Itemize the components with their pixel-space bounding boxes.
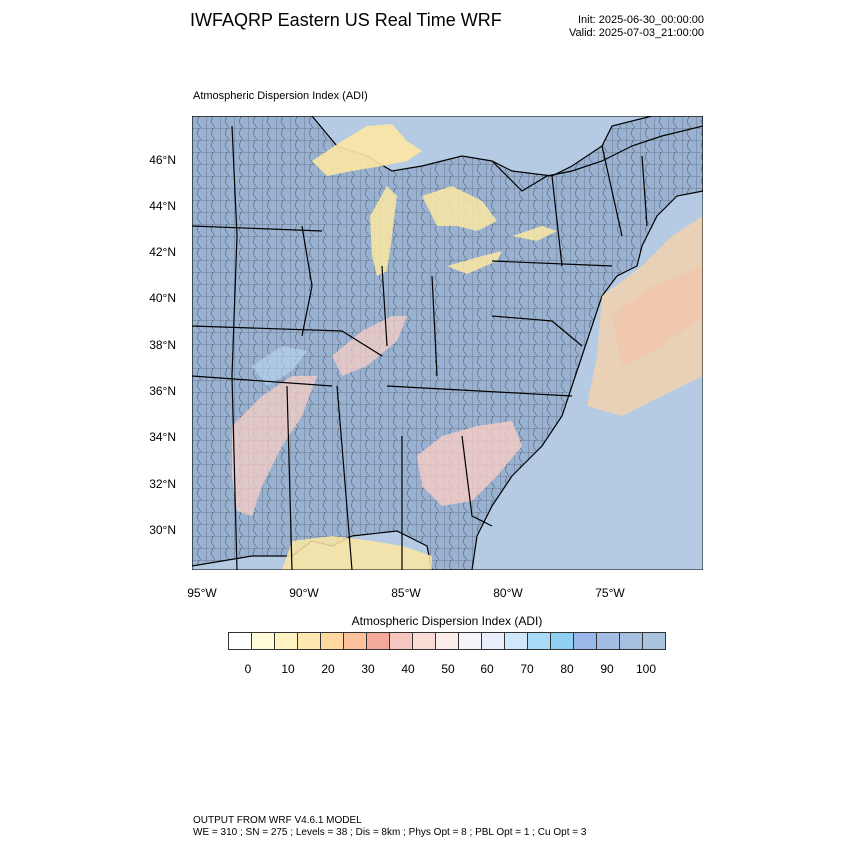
lon-label: 85°W [391,586,421,600]
colorbar-swatch [643,633,665,649]
map-subtitle: Atmospheric Dispersion Index (ADI) [193,90,368,102]
colorbar-label: 20 [321,662,335,676]
colorbar-swatch [436,633,459,649]
colorbar-swatch [275,633,298,649]
plot-title: IWFAQRP Eastern US Real Time WRF [190,10,502,30]
lon-label: 90°W [289,586,319,600]
colorbar-swatch [252,633,275,649]
us-canada-border [491,125,703,192]
lon-label: 95°W [187,586,217,600]
colorbar-label: 40 [401,662,415,676]
colorbar-label: 50 [441,662,455,676]
lat-label: 46°N [149,153,176,167]
colorbar-swatch [344,633,367,649]
mid-adi-georgia [417,421,522,506]
lat-label: 44°N [149,199,176,213]
mid-adi-ohio [332,316,407,376]
time-info: Init: 2025-06-30_00:00:00 Valid: 2025-07… [520,14,704,40]
colorbar-swatch [413,633,436,649]
adi-map [192,116,703,570]
colorbar-swatch [298,633,321,649]
colorbar-swatch [505,633,528,649]
colorbar-swatch [367,633,390,649]
low-adi-lake-superior [312,124,422,176]
lat-label: 30°N [149,523,176,537]
valid-time: Valid: 2025-07-03_21:00:00 [569,27,704,39]
colorbar-swatch [229,633,252,649]
colorbar-swatch [459,633,482,649]
footer-line1: OUTPUT FROM WRF V4.6.1 MODEL [193,815,362,826]
mid-adi-blue [252,346,307,386]
colorbar-swatch [597,633,620,649]
colorbar-title: Atmospheric Dispersion Index (ADI) [351,614,543,628]
colorbar-label: 0 [244,662,252,676]
colorbar-swatch [551,633,574,649]
footer-line2: WE = 310 ; SN = 275 ; Levels = 38 ; Dis … [193,827,587,838]
low-adi-lake-ontario [512,226,557,241]
low-adi-gulf [282,536,432,570]
lat-label: 34°N [149,430,176,444]
colorbar-swatch [390,633,413,649]
lat-label: 40°N [149,291,176,305]
colorbar-swatch [528,633,551,649]
low-adi-lake-huron [422,186,497,231]
lon-label: 75°W [595,586,625,600]
low-adi-atlantic-inner [612,266,703,366]
lat-label: 38°N [149,338,176,352]
mid-adi-mississippi [232,376,317,516]
colorbar-swatch [482,633,505,649]
colorbar-label: 70 [520,662,534,676]
model-footer: OUTPUT FROM WRF V4.6.1 MODEL WE = 310 ; … [193,815,586,839]
lat-label: 36°N [149,384,176,398]
lat-label: 32°N [149,477,176,491]
colorbar-label: 30 [361,662,375,676]
county-lines [192,116,703,570]
colorbar-label: 100 [635,662,657,676]
lat-label: 42°N [149,245,176,259]
low-adi-lake-erie [447,251,502,274]
colorbar-swatch [321,633,344,649]
colorbar-label: 10 [281,662,295,676]
colorbar-label: 60 [480,662,494,676]
colorbar [228,632,666,650]
low-adi-lake-michigan [370,186,397,276]
colorbar-label: 80 [560,662,574,676]
state-boundaries [192,125,648,570]
colorbar-swatch [574,633,597,649]
lon-label: 80°W [493,586,523,600]
colorbar-label: 90 [600,662,614,676]
colorbar-swatch [620,633,643,649]
init-time: Init: 2025-06-30_00:00:00 [578,14,704,26]
